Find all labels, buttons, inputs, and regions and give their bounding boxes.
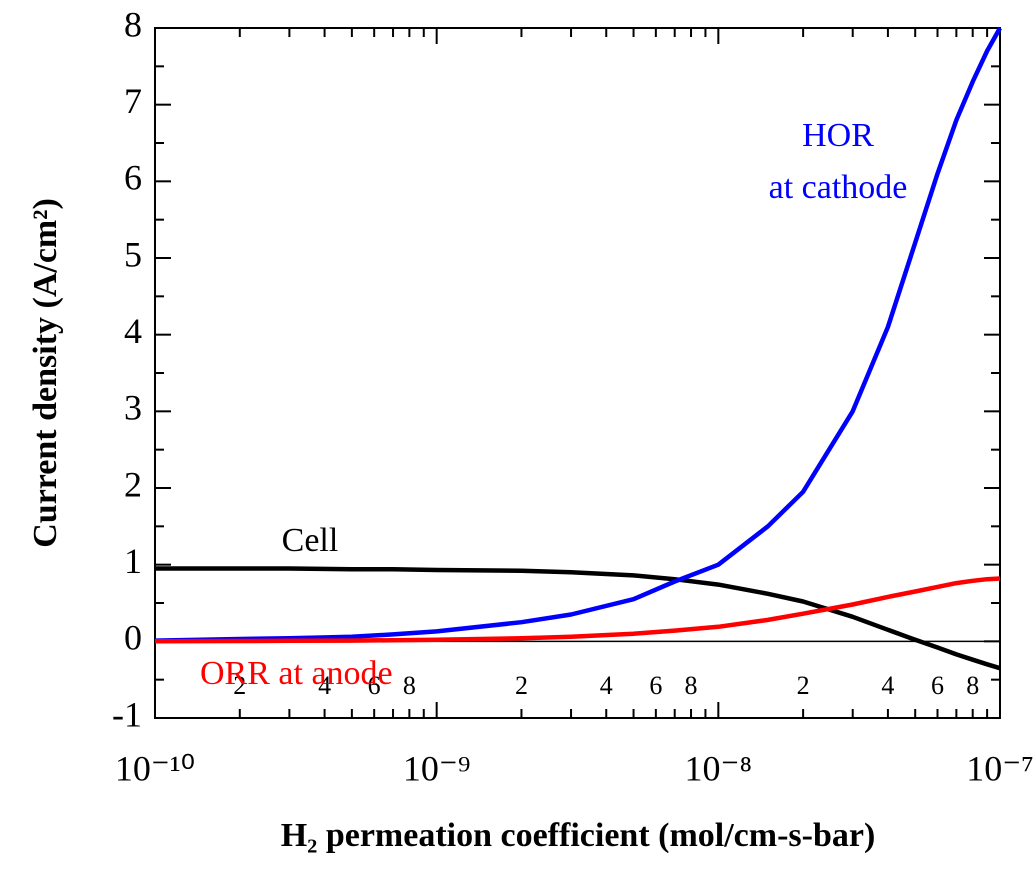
y-tick-label: 2	[124, 464, 142, 504]
annotation: Cell	[282, 522, 339, 559]
y-tick-label: 3	[124, 388, 142, 428]
y-tick-label: 7	[124, 81, 142, 121]
x-tick-label: 2	[515, 671, 528, 700]
x-tick-label: 2	[797, 671, 810, 700]
y-tick-label: -1	[112, 694, 142, 734]
x-tick-label: 8	[966, 671, 979, 700]
x-tick-label: 10⁻⁷	[966, 748, 1034, 788]
x-tick-label: 6	[368, 671, 381, 700]
x-tick-label: 10⁻⁹	[403, 748, 471, 788]
x-tick-label: 8	[685, 671, 698, 700]
data-line	[154, 576, 1001, 644]
y-axis-title: Current density (A/cm²)	[27, 198, 64, 548]
x-axis-title: H₂ permeation coefficient (mol/cm-s-bar)	[281, 817, 876, 854]
y-tick-label: 1	[124, 541, 142, 581]
y-tick-label: 6	[124, 158, 142, 198]
annotation: at cathode	[769, 169, 908, 206]
annotation: ORR at anode	[200, 655, 393, 692]
y-tick-label: 0	[124, 618, 142, 658]
x-tick-label: 8	[403, 671, 416, 700]
y-tick-label: 5	[124, 234, 142, 274]
x-tick-label: 10⁻⁸	[685, 748, 753, 788]
x-tick-label: 4	[318, 671, 331, 700]
x-tick-label: 6	[931, 671, 944, 700]
x-tick-label: 4	[600, 671, 613, 700]
y-tick-label: 4	[124, 311, 142, 351]
annotation: HOR	[802, 117, 874, 154]
y-tick-label: 8	[124, 4, 142, 44]
x-tick-label: 6	[649, 671, 662, 700]
x-tick-label: 4	[881, 671, 894, 700]
data-line	[154, 26, 1002, 643]
x-tick-label: 2	[233, 671, 246, 700]
x-tick-label: 10⁻¹⁰	[115, 748, 195, 788]
data-line	[155, 566, 1001, 671]
